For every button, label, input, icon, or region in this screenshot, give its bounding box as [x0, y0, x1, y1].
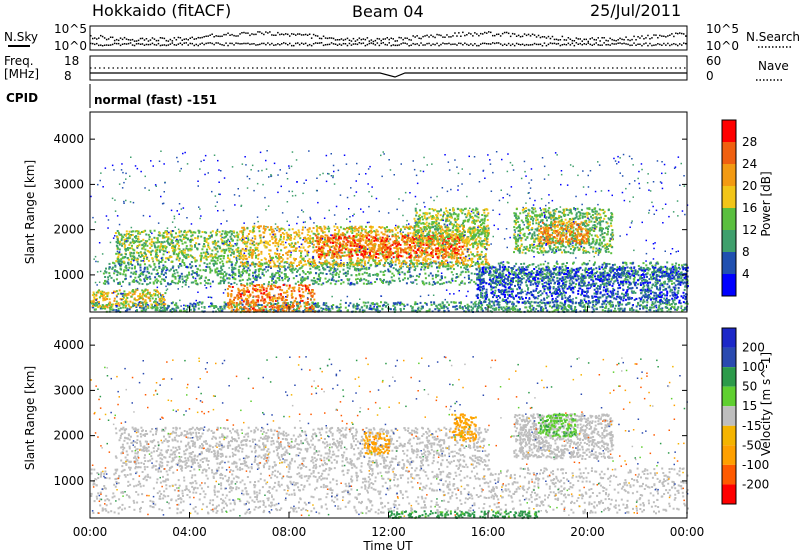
freq-label-1: Freq.	[4, 54, 34, 68]
freq-label-2: [MHz]	[4, 67, 39, 81]
power-colorbar-label: Power [dB]	[759, 171, 773, 236]
power-colorbar-tick: 4	[742, 267, 750, 281]
power-colorbar-cell	[722, 208, 736, 230]
noise-panel: N.Sky 10^5 10^0 10^5 10^0 N.Search	[4, 22, 800, 53]
noise-right-tick-top: 10^5	[706, 22, 739, 36]
nsky-label: N.Sky	[4, 30, 38, 44]
power-colorbar-cell	[722, 274, 736, 296]
velocity-xticks: 00:00 04:00 08:00 12:00 16:00 20:00 00:00	[73, 306, 705, 539]
power-colorbar-cell	[722, 230, 736, 252]
velocity-colorbar-tick: 100	[742, 360, 765, 374]
power-yticks: 1000 2000 3000 4000	[53, 132, 687, 282]
ytick-label: 2000	[53, 223, 84, 237]
station-title: Hokkaido (fitACF)	[92, 1, 231, 20]
velocity-colorbar-cell	[722, 328, 736, 348]
power-scatter	[90, 150, 689, 314]
velocity-colorbar-cell	[722, 347, 736, 368]
power-colorbar-cell	[722, 186, 736, 208]
power-colorbar-tick: 8	[742, 245, 750, 259]
power-panel: 1000 2000 3000 4000 Slant Range [km] 4 8 12 16…	[23, 111, 773, 314]
ytick-label: 1000	[53, 268, 84, 282]
velocity-xlabel: Time UT	[362, 539, 413, 553]
power-colorbar-tick: 16	[742, 201, 757, 215]
velocity-colorbar-tick: -15	[742, 419, 762, 433]
noise-right-tick-bottom: 10^0	[706, 39, 739, 53]
cpid-label: CPID	[6, 91, 38, 105]
freq-left-tick-bottom: 8	[64, 69, 72, 83]
velocity-colorbar-cell	[722, 484, 736, 504]
freq-panel: Freq. [MHz] 18 8 60 0 Nave	[4, 54, 789, 83]
freq-right-tick-top: 60	[706, 54, 721, 68]
power-colorbar-tick: 28	[742, 135, 757, 149]
xtick-label: 04:00	[172, 525, 207, 539]
velocity-colorbar-cell	[722, 406, 736, 426]
xtick-label: 08:00	[272, 525, 307, 539]
velocity-colorbar-tick: -100	[742, 458, 769, 472]
velocity-scatter	[90, 356, 689, 520]
freq-right-tick-bottom: 0	[706, 69, 714, 83]
xtick-label: 12:00	[371, 525, 406, 539]
velocity-colorbar-tick: -50	[742, 438, 762, 452]
power-colorbar-cell	[722, 252, 736, 274]
power-colorbar-cell	[722, 142, 736, 164]
velocity-colorbar-cell	[722, 425, 736, 446]
ytick-label: 2000	[53, 429, 84, 443]
power-colorbar-tick: 20	[742, 179, 757, 193]
date-title: 25/Jul/2011	[590, 1, 681, 20]
power-colorbar-cell	[722, 120, 736, 142]
ytick-label: 1000	[53, 474, 84, 488]
power-colorbar: 4 8 12 16 20 24 28	[721, 119, 757, 297]
velocity-panel: 1000 2000 3000 4000 00:00 04:00 08:00 12:00 16:…	[23, 306, 773, 553]
cpid-value: normal (fast) -151	[94, 93, 217, 107]
velocity-colorbar-label: Velocity [m s^-1]	[759, 352, 773, 456]
power-colorbar-tick: 24	[742, 157, 757, 171]
xtick-label: 20:00	[570, 525, 605, 539]
velocity-colorbar-cell	[722, 464, 736, 485]
velocity-colorbar-tick: 15	[742, 399, 757, 413]
velocity-yticks: 1000 2000 3000 4000	[53, 338, 687, 488]
beam-title: Beam 04	[352, 2, 424, 21]
velocity-colorbar-cell	[722, 445, 736, 465]
velocity-colorbar: 200 100 50 15 -15 -50 -100 -200	[721, 327, 769, 505]
power-colorbar-tick: 12	[742, 223, 757, 237]
nsearch-label: N.Search	[746, 30, 800, 44]
velocity-colorbar-cell	[722, 386, 736, 407]
xtick-label: 00:00	[73, 525, 108, 539]
noise-trace	[90, 31, 687, 47]
power-colorbar-cell	[722, 164, 736, 186]
xtick-label: 16:00	[471, 525, 506, 539]
freq-left-tick-top: 18	[64, 54, 79, 68]
ytick-label: 4000	[53, 338, 84, 352]
power-ylabel: Slant Range [km]	[23, 160, 37, 264]
velocity-colorbar-cell	[722, 367, 736, 387]
noise-left-tick-top: 10^5	[54, 22, 87, 36]
nave-label: Nave	[758, 59, 789, 73]
velocity-colorbar-tick: 50	[742, 380, 757, 394]
velocity-colorbar-tick: -200	[742, 477, 769, 491]
noise-left-tick-bottom: 10^0	[54, 39, 87, 53]
velocity-ylabel: Slant Range [km]	[23, 366, 37, 470]
ytick-label: 4000	[53, 132, 84, 146]
xtick-label: 00:00	[670, 525, 705, 539]
ytick-label: 3000	[53, 177, 84, 191]
ytick-label: 3000	[53, 383, 84, 397]
velocity-colorbar-tick: 200	[742, 341, 765, 355]
